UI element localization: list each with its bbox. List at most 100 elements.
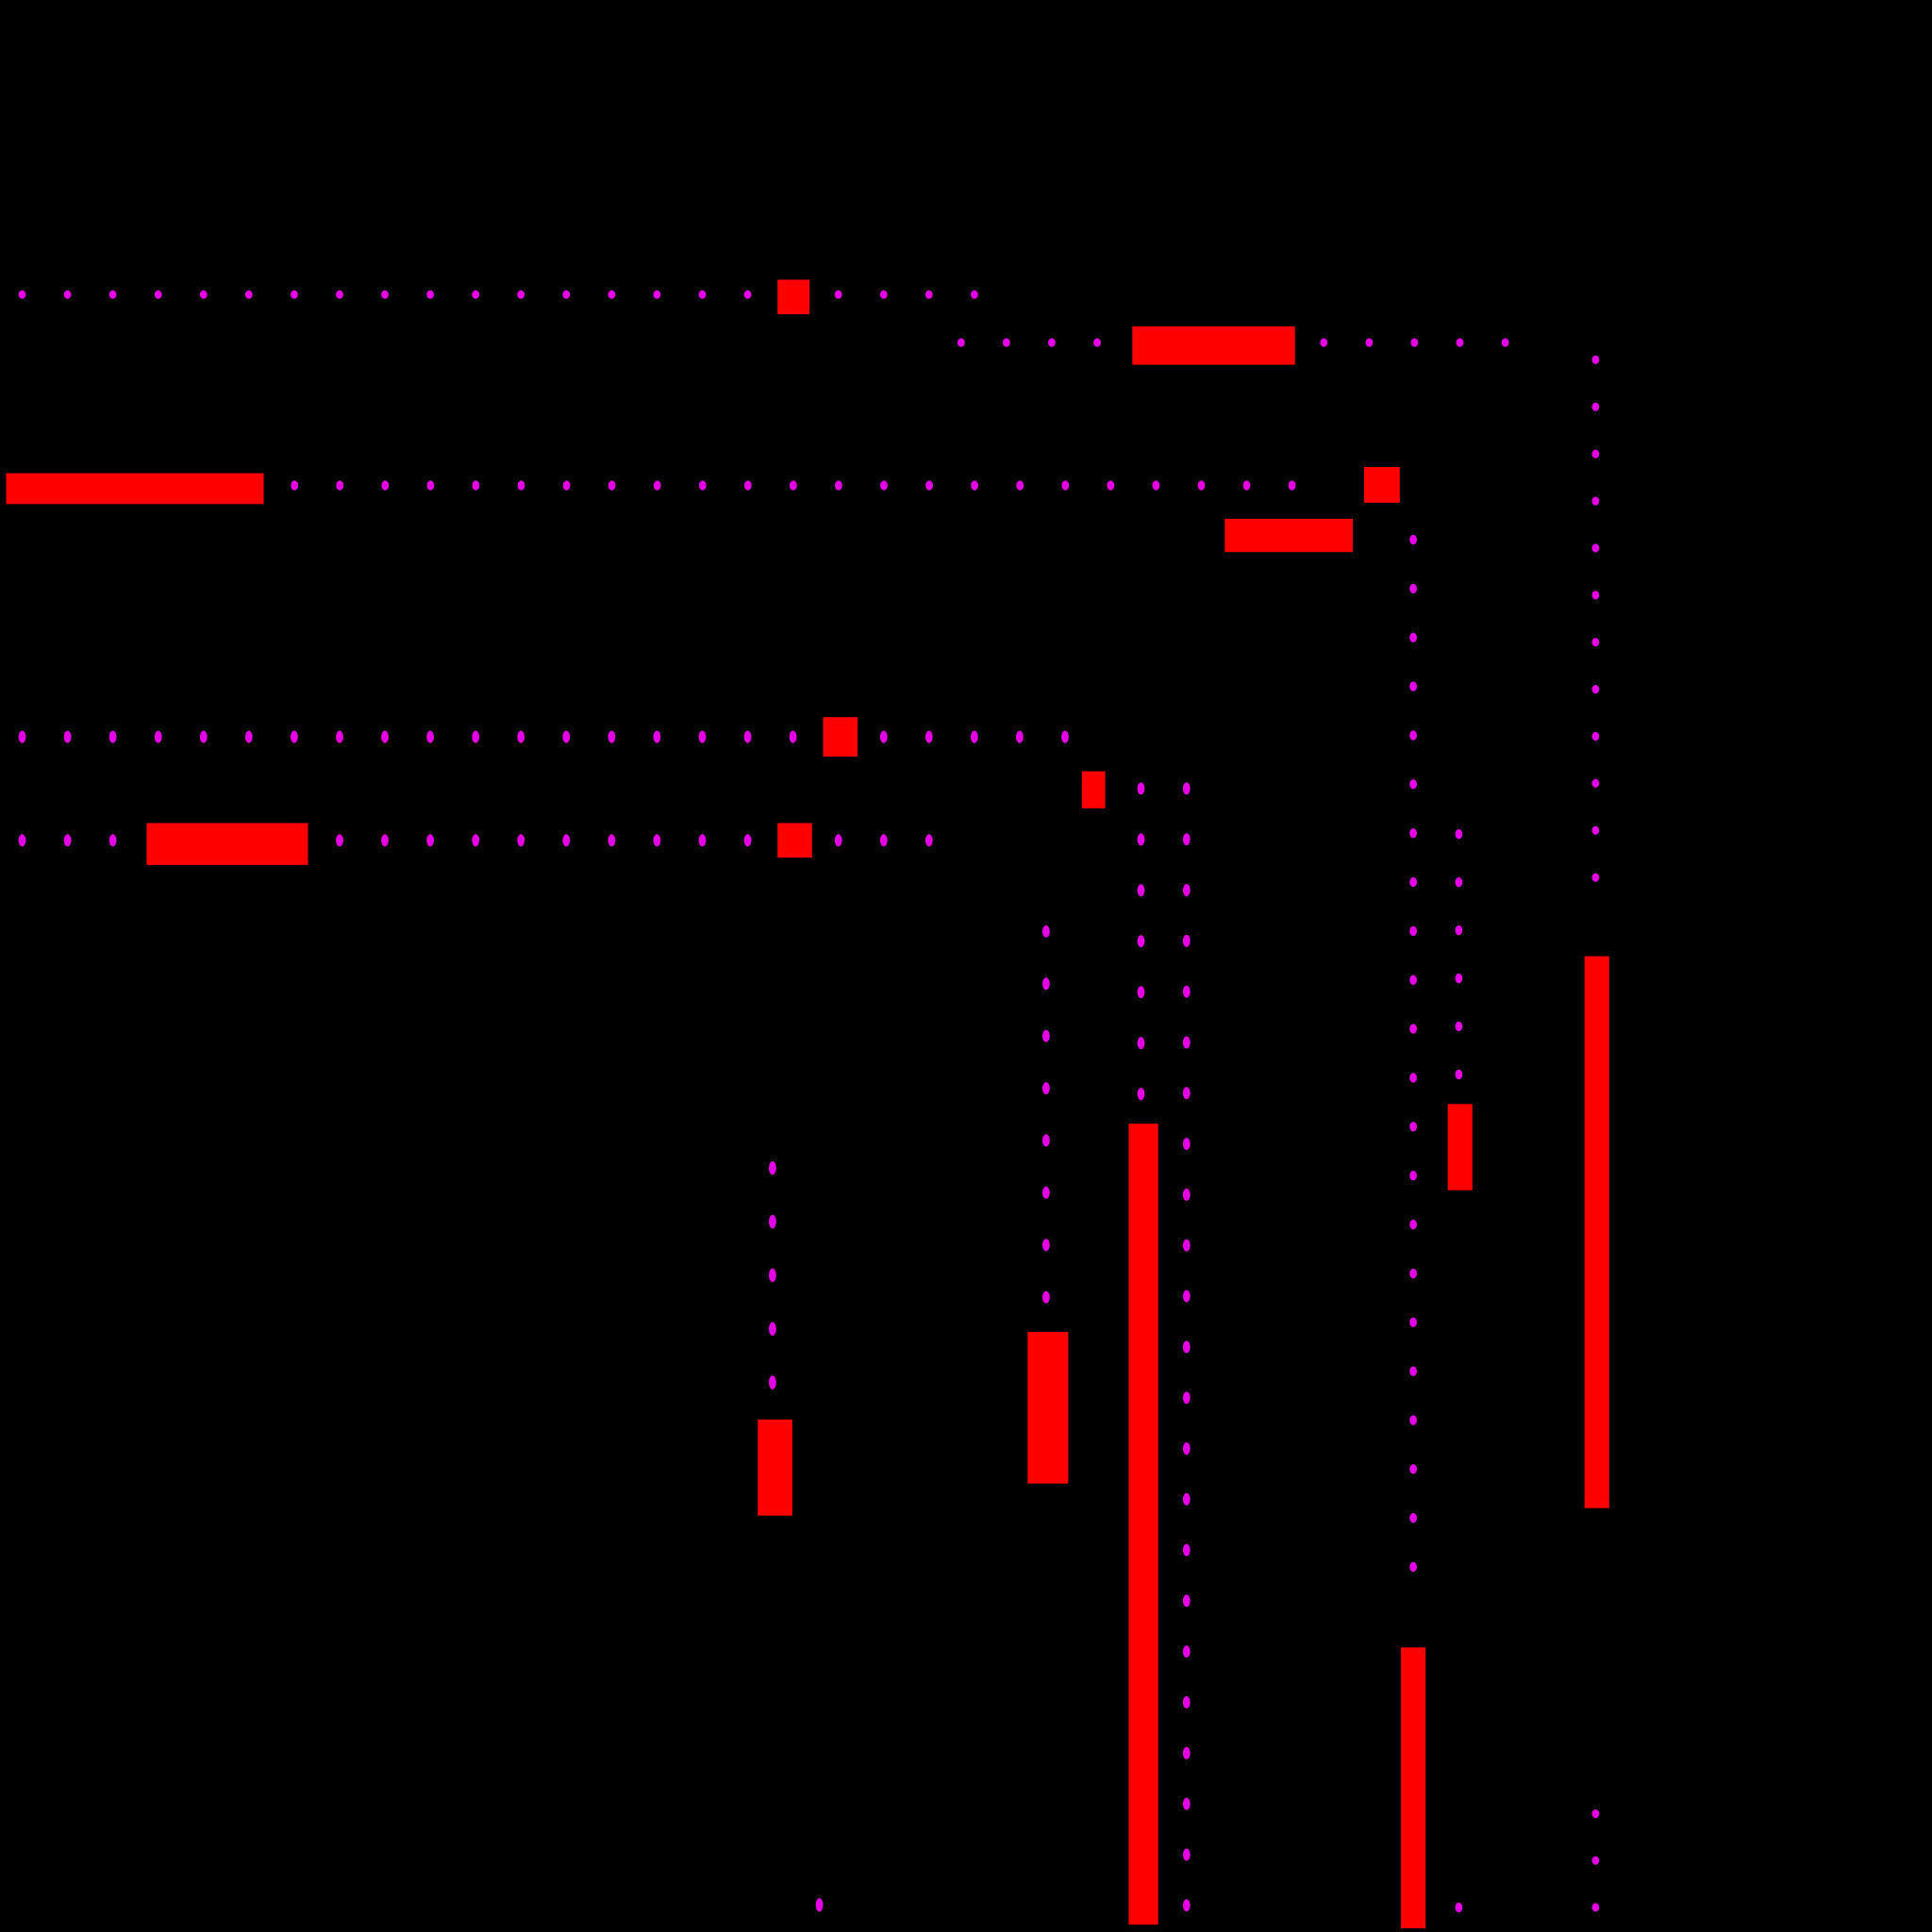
pellet — [517, 480, 525, 491]
pellet — [381, 290, 389, 299]
pellet — [1182, 1645, 1191, 1658]
pellet — [1591, 825, 1600, 835]
pellet — [291, 290, 298, 299]
pellet — [769, 1268, 776, 1283]
wall-block — [1132, 326, 1295, 365]
pellet — [1182, 1746, 1191, 1759]
pellet — [1182, 1138, 1191, 1151]
pellet — [971, 730, 978, 743]
wall-block — [777, 279, 810, 315]
pellet — [472, 480, 480, 491]
pellet — [1182, 884, 1191, 896]
pellet — [1409, 1512, 1417, 1524]
pellet — [1591, 778, 1600, 789]
pellet — [1042, 1186, 1050, 1199]
pellet — [426, 730, 434, 743]
pellet — [1093, 338, 1101, 347]
pellet — [562, 834, 571, 847]
wall-block — [777, 823, 812, 858]
pellet — [472, 290, 480, 299]
pellet — [743, 290, 752, 299]
pellet — [769, 1214, 776, 1229]
pellet — [924, 834, 933, 847]
pellet — [1137, 1088, 1145, 1101]
pellet — [1409, 1024, 1417, 1034]
pellet — [562, 730, 571, 743]
wall-block — [146, 823, 308, 865]
pellet — [154, 730, 162, 743]
pellet — [1042, 1291, 1050, 1304]
pellet — [1455, 924, 1463, 936]
pellet — [1107, 480, 1115, 491]
pellet — [1455, 829, 1463, 840]
pellet — [1409, 1415, 1417, 1425]
pellet — [769, 1322, 776, 1336]
pellet — [1410, 338, 1419, 347]
pellet — [472, 730, 480, 743]
pellet — [1409, 1317, 1417, 1327]
pellet — [1455, 973, 1463, 984]
pellet — [1591, 449, 1600, 458]
pellet — [1182, 985, 1191, 998]
pellet — [1591, 591, 1600, 600]
pellet — [1409, 1268, 1417, 1279]
pellet — [1182, 1188, 1191, 1201]
pellet — [1182, 1848, 1191, 1861]
pellet — [1182, 1543, 1191, 1557]
pellet — [154, 290, 162, 299]
pellet — [1591, 731, 1600, 741]
pellet — [1137, 884, 1145, 897]
pellet — [1042, 924, 1050, 938]
pellet — [1365, 338, 1374, 347]
pellet — [608, 290, 616, 299]
pellet — [1455, 1069, 1463, 1080]
pellet — [957, 338, 965, 347]
pellet — [336, 290, 343, 299]
pellet — [336, 730, 343, 743]
pellet — [698, 730, 707, 743]
pellet — [1152, 480, 1160, 491]
pellet — [517, 730, 525, 743]
pellet — [1182, 1239, 1191, 1252]
pellet — [1591, 873, 1600, 882]
pellet — [336, 834, 343, 847]
pellet — [769, 1161, 776, 1175]
wall-block — [1224, 518, 1354, 553]
wall-block — [1081, 771, 1106, 808]
pellet — [1409, 828, 1417, 839]
pellet — [1409, 974, 1417, 986]
pellet — [1409, 779, 1417, 790]
pellet — [244, 290, 253, 299]
pellet — [1182, 934, 1191, 947]
pellet — [698, 480, 707, 491]
pellet — [1591, 1903, 1600, 1912]
pellet — [608, 834, 616, 847]
pellet — [1242, 480, 1251, 491]
pellet — [1409, 1171, 1417, 1181]
pellet — [653, 480, 661, 491]
pellet — [880, 480, 888, 491]
wall-block — [1128, 1124, 1158, 1925]
pellet — [517, 290, 525, 299]
pellet — [1042, 1239, 1050, 1252]
pellet — [835, 480, 842, 491]
pellet — [381, 480, 390, 491]
wall-block — [6, 473, 264, 505]
pellet — [1409, 681, 1417, 691]
pellet — [1042, 1134, 1050, 1147]
pellet — [1409, 534, 1417, 545]
pellet — [743, 730, 752, 743]
pellet — [1137, 782, 1145, 795]
pellet — [1182, 1087, 1191, 1100]
pellet — [879, 290, 888, 299]
pellet — [1182, 1290, 1191, 1303]
wall-block — [823, 717, 858, 757]
pellet — [199, 290, 208, 299]
pellet — [1409, 925, 1417, 937]
pellet — [1409, 1464, 1417, 1474]
pellet — [336, 480, 344, 491]
pellet — [653, 290, 661, 299]
pellet — [244, 730, 253, 743]
